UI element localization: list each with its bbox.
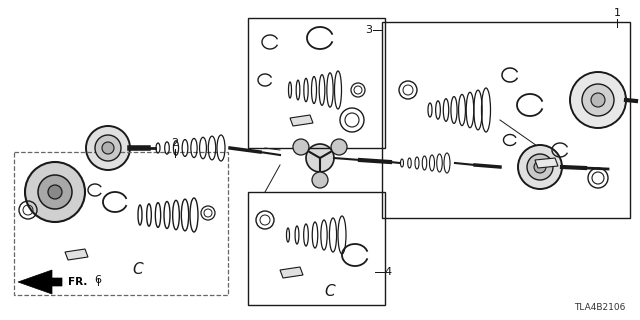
Polygon shape <box>290 115 313 126</box>
Text: 3: 3 <box>365 25 372 35</box>
Circle shape <box>582 84 614 116</box>
Polygon shape <box>535 158 558 168</box>
Circle shape <box>293 139 309 155</box>
Circle shape <box>306 144 334 172</box>
Circle shape <box>48 185 62 199</box>
Circle shape <box>312 172 328 188</box>
Text: 4: 4 <box>384 267 391 277</box>
Circle shape <box>95 135 121 161</box>
Circle shape <box>102 142 114 154</box>
Text: TLA4B2106: TLA4B2106 <box>573 303 625 312</box>
Circle shape <box>331 139 347 155</box>
Circle shape <box>38 175 72 209</box>
Circle shape <box>518 145 562 189</box>
Text: C: C <box>324 284 335 300</box>
Text: 1: 1 <box>614 8 621 18</box>
Polygon shape <box>280 267 303 278</box>
Circle shape <box>86 126 130 170</box>
Circle shape <box>534 161 546 173</box>
Bar <box>382 22 630 218</box>
Polygon shape <box>65 249 88 260</box>
Bar <box>248 18 385 148</box>
Bar <box>248 192 385 305</box>
Circle shape <box>527 154 553 180</box>
Bar <box>14 152 228 295</box>
Circle shape <box>591 93 605 107</box>
Circle shape <box>570 72 626 128</box>
Text: C: C <box>132 262 143 277</box>
Text: 6: 6 <box>95 275 102 285</box>
Circle shape <box>25 162 85 222</box>
Polygon shape <box>18 270 62 294</box>
Text: 2: 2 <box>172 138 179 148</box>
Text: FR.: FR. <box>68 277 88 287</box>
